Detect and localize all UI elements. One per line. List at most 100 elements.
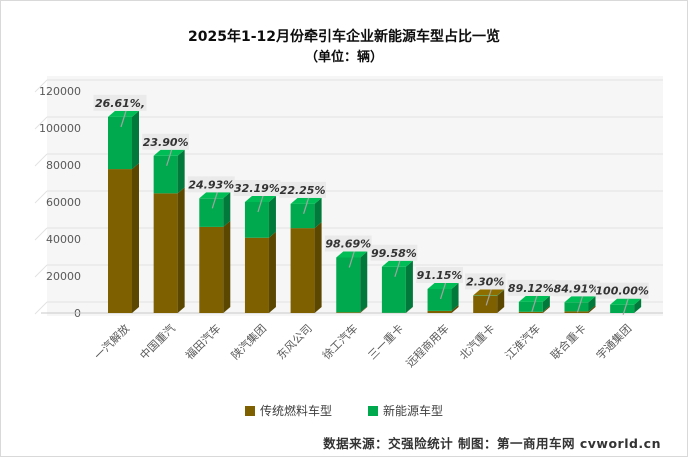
data-label: 22.25% [280, 184, 326, 197]
data-label-box [595, 282, 649, 299]
label-leader-line [211, 192, 218, 209]
bar-segment-traditional-side [314, 222, 322, 313]
data-label: 32.19% [234, 182, 280, 195]
data-label: 91.15% [417, 269, 463, 282]
data-label: 2.30% [466, 275, 504, 288]
bar-segment-newenergy [427, 288, 452, 311]
chart-title: 2025年1-12月份牵引车企业新能源车型占比一览 [188, 29, 500, 45]
label-leader-line [439, 282, 447, 300]
chart-subtitle: （单位：辆） [304, 50, 383, 65]
legend-swatch-traditional-icon [244, 405, 255, 416]
y-axis-tick: 20000 [46, 270, 81, 283]
x-axis-label: 徐工汽车 [319, 321, 360, 362]
bar-segment-traditional-side [497, 289, 505, 313]
bar-segment-traditional-side [405, 306, 413, 313]
bar-top-face [381, 260, 413, 267]
label-leader-line [120, 110, 127, 128]
bar-segment-traditional [290, 228, 315, 313]
data-label-box [464, 273, 506, 290]
gridline-connector [34, 116, 48, 130]
bar-top-face [290, 197, 322, 204]
data-label-box [416, 266, 463, 283]
chart-legend: 传统燃料车型 新能源车型 [1, 402, 687, 419]
data-label-box [233, 180, 281, 196]
legend-label-traditional: 传统燃料车型 [259, 404, 332, 418]
bar-segment-newenergy [244, 202, 269, 238]
bar-segment-newenergy-side [360, 251, 368, 313]
gridline-connector [34, 264, 48, 278]
data-label-box [324, 235, 372, 252]
data-label-box [370, 244, 418, 261]
bar-segment-traditional-side [588, 305, 596, 313]
bar-top-face [153, 149, 185, 156]
data-label: 84.91% [554, 282, 600, 295]
label-leader-line [485, 289, 492, 306]
y-axis-tick: 80000 [46, 159, 81, 172]
data-label: 23.90% [143, 136, 189, 149]
bar-segment-traditional-side [360, 306, 368, 313]
bar-segment-traditional-side [177, 187, 185, 313]
bar-top-face [427, 282, 459, 289]
bar-segment-newenergy [153, 155, 178, 194]
bar-segment-traditional [108, 169, 132, 313]
label-leader-line [303, 197, 310, 215]
bar-top-face [108, 110, 139, 117]
bar-segment-newenergy-side [314, 197, 322, 229]
bar-segment-traditional-side [542, 305, 550, 313]
gridline-connector [34, 301, 48, 315]
x-axis-label: 远程商用车 [403, 321, 452, 370]
gridline-connector [34, 79, 48, 93]
bar-top-face [244, 196, 276, 202]
stacked-bar-chart: 02000040000600008000010000012000026.61%,… [34, 76, 663, 370]
data-label: 89.12% [508, 282, 554, 295]
data-label-box [553, 280, 600, 297]
bar-segment-traditional [244, 237, 269, 313]
bar-top-face [473, 289, 505, 296]
x-axis-label: 江淮汽车 [502, 321, 543, 362]
bar-segment-traditional-side [268, 231, 276, 313]
bar-segment-newenergy-side [634, 298, 642, 313]
gridline-connector [34, 227, 48, 241]
bar-segment-newenergy-side [177, 149, 185, 194]
x-axis-label: 福田汽车 [182, 321, 223, 362]
bar-segment-traditional [564, 311, 589, 313]
data-label: 98.69% [325, 238, 371, 251]
bar-segment-traditional [518, 311, 543, 313]
bar-segment-newenergy-side [268, 196, 276, 238]
bar-segment-traditional [199, 226, 224, 313]
bar-segment-traditional [153, 193, 178, 313]
bar-segment-newenergy [518, 301, 543, 312]
x-axis-label: 联合重卡 [548, 321, 589, 362]
bar-segment-newenergy-side [497, 289, 505, 296]
data-label: 99.58% [371, 247, 417, 260]
bar-segment-newenergy-side [588, 296, 596, 312]
data-label-box [507, 279, 555, 296]
legend-swatch-newenergy-icon [368, 405, 378, 416]
label-leader-line [622, 298, 629, 315]
bar-top-face [610, 298, 642, 305]
x-axis-label: 一汽解放 [91, 321, 132, 362]
bar-segment-traditional-side [223, 220, 231, 313]
label-leader-line [166, 149, 173, 166]
bar-segment-newenergy-side [451, 282, 459, 311]
data-label-box [279, 181, 326, 198]
bar-segment-newenergy-side [132, 110, 139, 170]
x-axis-label: 北汽重卡 [456, 321, 497, 362]
y-axis-tick: 60000 [46, 196, 81, 209]
data-label: 24.93% [188, 178, 234, 191]
x-axis-label: 东风公司 [274, 322, 314, 362]
bar-segment-traditional-side [451, 304, 459, 313]
label-leader-line [531, 295, 538, 313]
bar-segment-newenergy [108, 116, 132, 170]
legend-item-traditional: 传统燃料车型 [244, 402, 332, 419]
label-leader-line [394, 260, 401, 277]
bar-segment-traditional [427, 310, 452, 313]
data-label-box [142, 133, 190, 150]
bar-segment-newenergy [564, 302, 589, 312]
bar-segment-traditional [473, 295, 498, 313]
data-label: 26.61%, [95, 97, 145, 110]
bar-segment-newenergy [336, 257, 361, 313]
x-axis-label: 中国重汽 [137, 321, 178, 362]
bar-segment-newenergy [610, 304, 635, 313]
